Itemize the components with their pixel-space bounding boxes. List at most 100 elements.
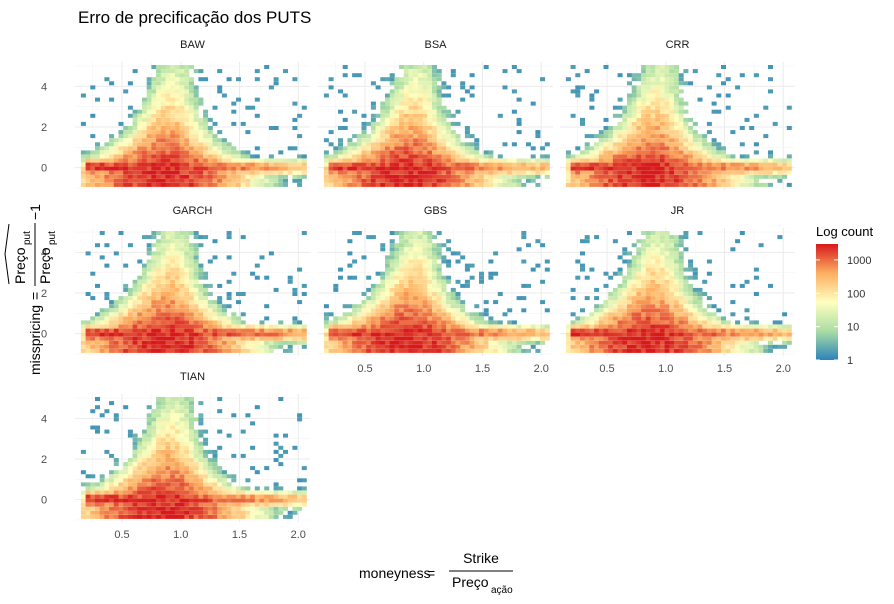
heatmap-cell — [156, 316, 162, 321]
heatmap-cell — [427, 300, 433, 305]
heatmap-cell — [617, 292, 623, 296]
heatmap-cell — [226, 77, 232, 82]
heatmap-cell — [118, 150, 124, 155]
heatmap-cell — [328, 340, 334, 345]
heatmap-cell — [702, 344, 708, 349]
heatmap-cell — [565, 340, 571, 345]
heatmap-cell — [198, 328, 204, 333]
heatmap-cell — [427, 170, 433, 175]
heatmap-cell — [212, 154, 218, 159]
heatmap-cell — [189, 126, 194, 130]
heatmap-cell — [702, 328, 708, 333]
heatmap-cell — [221, 316, 227, 321]
heatmap-cell — [226, 340, 232, 345]
heatmap-cell — [683, 117, 689, 122]
heatmap-cell — [323, 150, 329, 155]
heatmap-cell — [408, 344, 414, 349]
heatmap-cell — [394, 130, 400, 135]
heatmap-cell — [109, 166, 115, 171]
heatmap-cell — [385, 154, 390, 159]
heatmap-cell — [217, 158, 223, 163]
heatmap-cell — [361, 146, 367, 151]
heatmap-cell — [749, 162, 755, 167]
heatmap-cell — [575, 328, 581, 333]
heatmap-cell — [659, 279, 665, 284]
heatmap-cell — [165, 170, 171, 175]
heatmap-cell — [394, 316, 400, 321]
heatmap-cell — [650, 146, 656, 151]
heatmap-cell — [226, 158, 232, 163]
heatmap-cell — [193, 174, 199, 179]
facet-panel-jr: JR0.5 1.0 1.5 2.0 — [560, 205, 795, 375]
heatmap-cell — [488, 150, 494, 155]
heatmap-cell — [674, 154, 679, 159]
heatmap-cell — [156, 138, 162, 143]
heatmap-cell — [142, 300, 147, 305]
heatmap-cell — [189, 243, 194, 248]
heatmap-cell — [413, 251, 419, 256]
heatmap-cell — [584, 348, 590, 353]
heatmap-cell — [608, 154, 614, 159]
heatmap-cell — [127, 514, 133, 519]
heatmap-cell — [226, 142, 232, 147]
heatmap-cell — [385, 170, 390, 175]
heatmap-cell — [231, 340, 237, 345]
heatmap-cell — [231, 121, 237, 126]
heatmap-cell — [631, 348, 637, 353]
heatmap-cell — [739, 348, 745, 353]
heatmap-cell — [450, 154, 456, 159]
heatmap-cell — [460, 97, 466, 102]
heatmap-cell — [721, 324, 726, 329]
heatmap-cell — [460, 316, 466, 321]
heatmap-cell — [683, 109, 689, 114]
heatmap-cell — [655, 332, 661, 337]
heatmap-cell — [674, 300, 679, 305]
heatmap-cell — [283, 158, 288, 163]
heatmap-cell — [389, 243, 395, 248]
heatmap-cell — [650, 126, 656, 130]
heatmap-cell — [333, 170, 339, 175]
heatmap-cell — [142, 142, 147, 147]
heatmap-cell — [273, 344, 279, 349]
heatmap-cell — [598, 142, 604, 147]
heatmap-cell — [189, 134, 194, 139]
heatmap-cell — [744, 336, 750, 341]
heatmap-cell — [137, 279, 143, 284]
heatmap-cell — [198, 158, 204, 163]
heatmap-cell — [479, 344, 484, 349]
heatmap-cell — [389, 283, 395, 288]
heatmap-cell — [375, 304, 381, 309]
heatmap-cell — [641, 174, 647, 179]
heatmap-cell — [692, 142, 698, 147]
heatmap-cell — [474, 138, 480, 143]
heatmap-cell — [612, 154, 618, 159]
heatmap-cell — [753, 158, 759, 163]
heatmap-cell — [109, 470, 115, 475]
heatmap-cell — [753, 162, 759, 167]
heatmap-cell — [683, 292, 689, 296]
heatmap-cell — [432, 340, 437, 345]
heatmap-cell — [631, 117, 637, 122]
heatmap-cell — [650, 275, 656, 280]
heatmap-cell — [170, 65, 176, 69]
heatmap-cell — [441, 150, 447, 155]
heatmap-cell — [669, 267, 675, 272]
heatmap-cell — [380, 296, 386, 301]
heatmap-cell — [758, 162, 764, 167]
heatmap-cell — [469, 158, 475, 163]
heatmap-cell — [488, 170, 494, 175]
heatmap-cell — [655, 243, 661, 248]
heatmap-cell — [160, 170, 166, 175]
heatmap-cell — [104, 328, 110, 333]
heatmap-cell — [697, 158, 703, 163]
heatmap-cell — [511, 162, 517, 167]
heatmap-cell — [226, 344, 232, 349]
heatmap-cell — [655, 174, 661, 179]
heatmap-cell — [156, 150, 162, 155]
heatmap-cell — [589, 336, 595, 341]
heatmap-cell — [342, 65, 348, 69]
heatmap-cell — [580, 174, 585, 179]
heatmap-cell — [189, 292, 194, 296]
heatmap-cell — [735, 162, 741, 167]
